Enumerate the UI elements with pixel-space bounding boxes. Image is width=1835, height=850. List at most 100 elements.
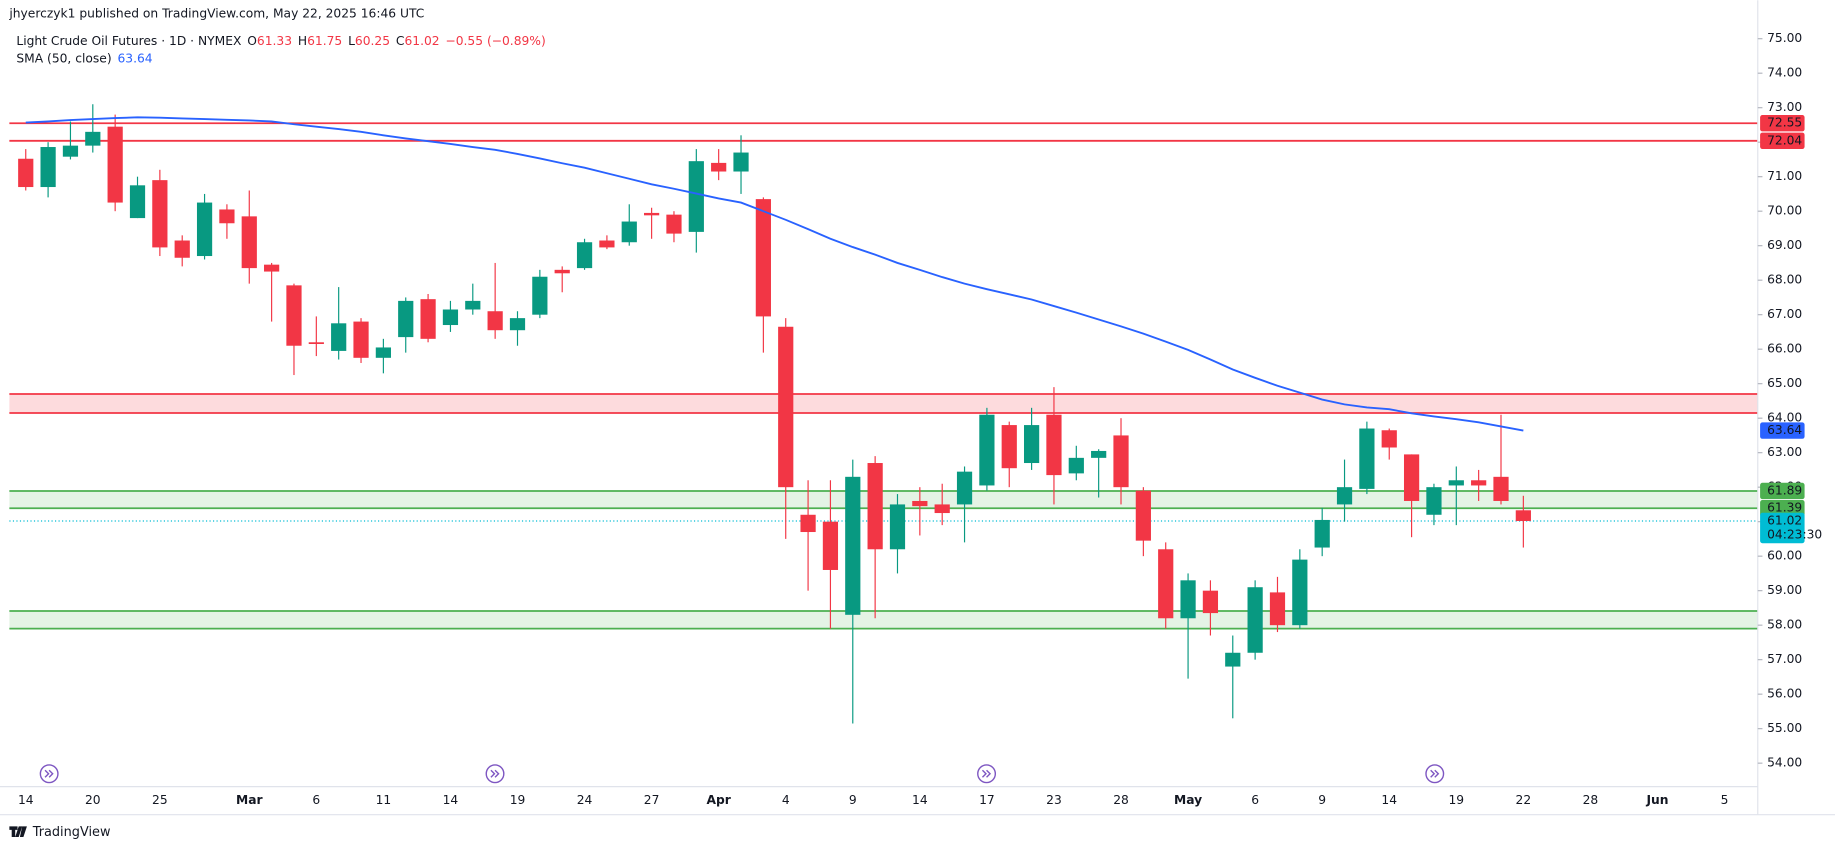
candle-body [532, 276, 548, 315]
change-value: −0.55 (−0.89%) [445, 34, 545, 48]
price-tag [1760, 482, 1805, 500]
x-tick-label: 9 [849, 793, 857, 807]
y-tick-label: 75.00 [1767, 31, 1802, 45]
sma-line [25, 116, 1524, 432]
candle-body [755, 199, 771, 317]
ohlc-label: L [348, 34, 355, 48]
y-tick-label: 70.00 [1767, 204, 1802, 218]
y-tick-label: 73.00 [1767, 100, 1802, 114]
x-tick-label: 24 [577, 793, 593, 807]
candle-body [1426, 487, 1442, 515]
candle-body [85, 131, 101, 146]
candle-body [353, 321, 369, 358]
x-tick-label: Jun [1645, 793, 1668, 807]
candle-body [733, 152, 749, 172]
candle-body [956, 471, 973, 505]
ohlc-label: C [396, 34, 405, 48]
candle-body [688, 161, 704, 232]
ohlc-label: O [247, 34, 257, 48]
candle-body [487, 311, 503, 331]
x-tick-label: 28 [1583, 793, 1599, 807]
candle-body [1292, 559, 1308, 626]
candle-body [398, 300, 414, 338]
candle-body [1068, 457, 1084, 474]
candle-body [1448, 480, 1464, 486]
price-tag [1760, 500, 1805, 517]
x-tick-label: 20 [85, 793, 101, 807]
y-tick-label: 68.00 [1767, 273, 1802, 287]
y-tick-label: 64.00 [1767, 411, 1802, 425]
candle-body [1314, 519, 1330, 548]
x-tick-label: 9 [1318, 793, 1326, 807]
candle-body [129, 185, 146, 219]
candle-body [1180, 580, 1196, 619]
candle-body [1471, 480, 1487, 486]
candle-body [599, 240, 615, 248]
y-tick-label: 56.00 [1767, 687, 1802, 701]
candle-body [174, 240, 190, 258]
candle-body [62, 145, 79, 157]
candle-body [1023, 425, 1040, 464]
candle-body [778, 326, 794, 488]
x-tick-label: 14 [912, 793, 928, 807]
x-tick-label: 5 [1721, 793, 1729, 807]
ohlc-value: 61.33 [257, 34, 292, 48]
event-icon[interactable] [485, 764, 505, 784]
candle-body [576, 242, 593, 269]
candle-body [286, 285, 302, 346]
candle-body [1091, 450, 1107, 458]
x-tick-label: 6 [1251, 793, 1259, 807]
event-icon[interactable] [1425, 764, 1445, 784]
zone [9, 394, 1758, 414]
plot-area [9, 104, 1758, 724]
event-icon[interactable] [39, 764, 59, 784]
price-tag [1760, 115, 1805, 132]
candle-body [889, 504, 906, 550]
candle-body [554, 269, 570, 274]
price-tag-label: 72.04 [1767, 133, 1802, 147]
x-tick-label: 4 [782, 793, 790, 807]
candle-body [1403, 454, 1420, 501]
candle-body [442, 309, 459, 326]
event-icon-arrows [981, 769, 992, 778]
x-tick-label: 17 [979, 793, 995, 807]
y-tick-label: 65.00 [1767, 376, 1802, 390]
price-tag [1760, 512, 1805, 544]
price-tag-label: 63.64 [1767, 423, 1802, 437]
candle-body [800, 514, 816, 533]
x-tick-label: 14 [1381, 793, 1397, 807]
x-tick-label: 23 [1046, 793, 1062, 807]
indicator-name: SMA (50, close) [16, 51, 111, 65]
candle-body [1135, 490, 1151, 541]
candle-body [420, 299, 436, 339]
candle-body [934, 504, 950, 514]
y-tick-label: 59.00 [1767, 583, 1802, 597]
candle-body [621, 221, 637, 243]
y-tick-label: 58.00 [1767, 618, 1802, 632]
candle-body [331, 323, 347, 351]
event-icon[interactable] [977, 764, 997, 784]
y-tick-label: 74.00 [1767, 66, 1802, 80]
indicator-header: SMA (50, close) 63.64 [16, 51, 152, 65]
x-tick-label: 22 [1516, 793, 1532, 807]
candle-body [264, 264, 280, 272]
candle-body [644, 212, 660, 216]
y-tick-label: 71.00 [1767, 169, 1802, 183]
candle-body [867, 463, 883, 550]
candle-body [1515, 510, 1531, 521]
event-icon-arrows [1430, 769, 1440, 778]
candle-body [822, 521, 839, 570]
published-note: jhyerczyk1 published on TradingView.com,… [8, 7, 424, 21]
x-tick-label: 14 [18, 793, 34, 807]
candle-body [40, 147, 56, 188]
candle-body [1269, 592, 1286, 626]
x-tick-label: May [1174, 793, 1202, 807]
y-tick-label: 66.00 [1767, 342, 1802, 356]
x-tick-label: 28 [1113, 793, 1129, 807]
y-tick-label: 55.00 [1767, 721, 1802, 735]
x-tick-label: 19 [510, 793, 526, 807]
price-tag [1760, 132, 1805, 150]
x-tick-label: 25 [152, 793, 168, 807]
countdown-label: 04:23:30 [1767, 528, 1822, 542]
